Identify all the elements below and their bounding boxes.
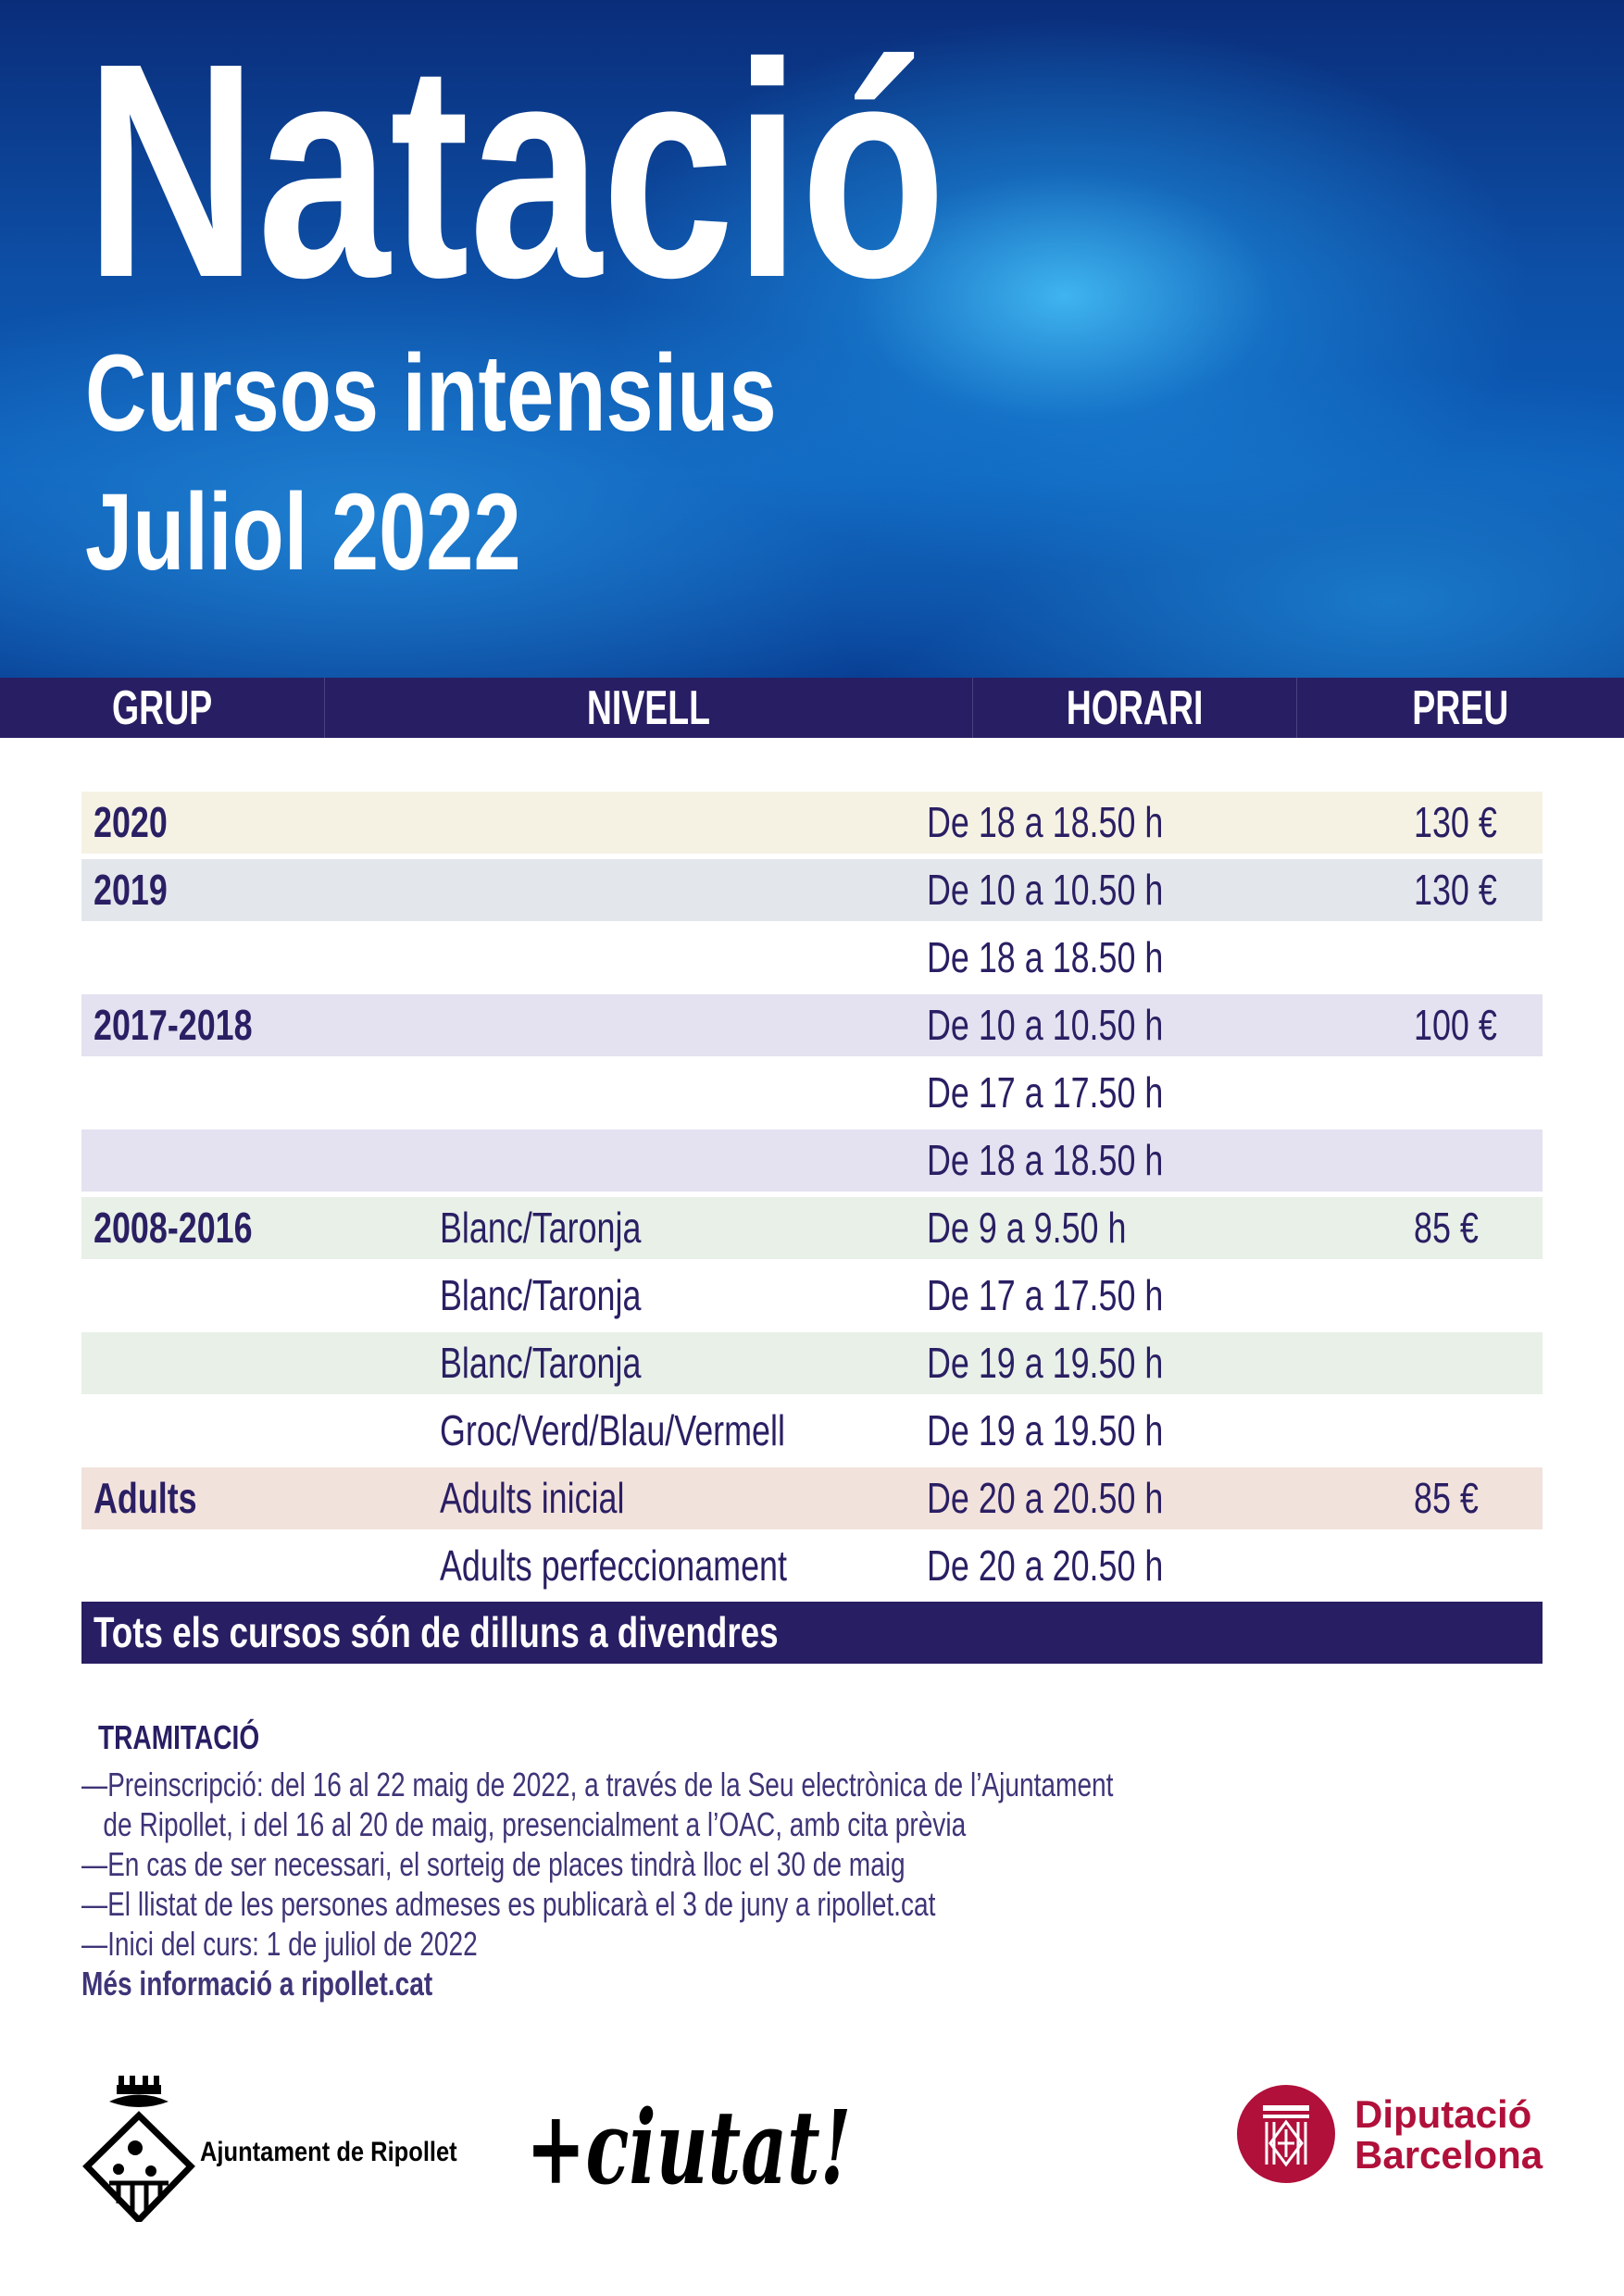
cell-horari: De 18 a 18.50 h: [927, 1136, 1164, 1184]
tramitacio-item: —En cas de ser necessari, el sorteig de …: [81, 1845, 906, 1883]
water-background: [0, 0, 1624, 678]
table-row: Adults perfeccionament De 20 a 20.50 h: [81, 1535, 1543, 1597]
cell-horari: De 18 a 18.50 h: [927, 798, 1164, 846]
footer-logos: Ajuntament de Ripollet +ciutat! Diputaci…: [81, 2074, 1543, 2222]
cell-horari: De 17 a 17.50 h: [927, 1068, 1164, 1117]
column-grup: GRUP: [0, 678, 325, 738]
ripollet-logo-text: Ajuntament de Ripollet: [200, 2137, 457, 2167]
more-info-link[interactable]: Més informació a ripollet.cat: [81, 1965, 433, 2003]
cell-preu: 130 €: [1414, 866, 1497, 914]
table-row: De 17 a 17.50 h: [81, 1062, 1543, 1124]
cell-horari: De 20 a 20.50 h: [927, 1541, 1164, 1590]
cell-horari: De 19 a 19.50 h: [927, 1339, 1164, 1387]
cell-grup: Adults: [94, 1474, 197, 1522]
tramitacio-item: —Inici del curs: 1 de juliol de 2022: [81, 1925, 478, 1963]
cell-nivell: Blanc/Taronja: [440, 1271, 642, 1319]
cell-preu: 100 €: [1414, 1001, 1497, 1049]
tramitacio-item: —El llistat de les persones admeses es p…: [81, 1885, 936, 1923]
cell-nivell: Groc/Verd/Blau/Vermell: [440, 1406, 785, 1454]
cell-grup: 2019: [94, 866, 168, 914]
table-row: 2017-2018 De 10 a 10.50 h 100 €: [81, 994, 1543, 1056]
cell-horari: De 10 a 10.50 h: [927, 866, 1164, 914]
table-row: 2008-2016 Blanc/Taronja De 9 a 9.50 h 85 €: [81, 1197, 1543, 1259]
cell-preu: 85 €: [1414, 1204, 1479, 1252]
cell-preu: 85 €: [1414, 1474, 1479, 1522]
cell-nivell: Adults inicial: [440, 1474, 625, 1522]
table-row: De 18 a 18.50 h: [81, 1129, 1543, 1192]
cell-horari: De 19 a 19.50 h: [927, 1406, 1164, 1454]
cell-horari: De 18 a 18.50 h: [927, 933, 1164, 981]
tramitacio-item: —Preinscripció: del 16 al 22 maig de 202…: [81, 1766, 1114, 1803]
cell-grup: 2008-2016: [94, 1204, 253, 1252]
cell-nivell: Blanc/Taronja: [440, 1339, 642, 1387]
cell-horari: De 10 a 10.50 h: [927, 1001, 1164, 1049]
tramitacio-item: de Ripollet, i del 16 al 20 de maig, pre…: [81, 1805, 967, 1843]
tramitacio-section: TRAMITACIÓ —Preinscripció: del 16 al 22 …: [81, 1717, 1405, 2003]
table-row: 2020 De 18 a 18.50 h 130 €: [81, 792, 1543, 854]
table-row: Blanc/Taronja De 17 a 17.50 h: [81, 1265, 1543, 1327]
diputacio-emblem-icon: [1237, 2085, 1335, 2183]
table-row: Adults Adults inicial De 20 a 20.50 h 85 €: [81, 1467, 1543, 1529]
table-header: GRUP NIVELL HORARI PREU: [0, 678, 1624, 738]
column-horari: HORARI: [973, 678, 1297, 738]
date-title: Juliol 2022: [85, 471, 521, 593]
column-preu: PREU: [1412, 680, 1509, 735]
tramitacio-title: TRAMITACIÓ: [98, 1718, 260, 1756]
table-row: Groc/Verd/Blau/Vermell De 19 a 19.50 h: [81, 1400, 1543, 1462]
column-nivell: NIVELL: [325, 678, 973, 738]
cell-horari: De 20 a 20.50 h: [927, 1474, 1164, 1522]
diputacio-logo-text: Diputació Barcelona: [1355, 2092, 1543, 2177]
table-row: Blanc/Taronja De 19 a 19.50 h: [81, 1332, 1543, 1394]
cell-horari: De 9 a 9.50 h: [927, 1204, 1127, 1252]
cell-horari: De 17 a 17.50 h: [927, 1271, 1164, 1319]
cell-preu: 130 €: [1414, 798, 1497, 846]
cell-nivell: Blanc/Taronja: [440, 1204, 642, 1252]
cell-grup: 2020: [94, 798, 168, 846]
slogan-logo: +ciutat!: [526, 2088, 852, 2207]
table-row: 2019 De 10 a 10.50 h 130 €: [81, 859, 1543, 921]
subtitle: Cursos intensius: [85, 332, 777, 455]
cell-nivell: Adults perfeccionament: [440, 1541, 787, 1590]
ripollet-coat-of-arms-icon: [82, 2076, 195, 2222]
table-footer-note: Tots els cursos són de dilluns a divendr…: [81, 1602, 1543, 1664]
cell-grup: 2017-2018: [94, 1001, 253, 1049]
page-title: Natació: [85, 0, 946, 341]
table-row: De 18 a 18.50 h: [81, 927, 1543, 989]
